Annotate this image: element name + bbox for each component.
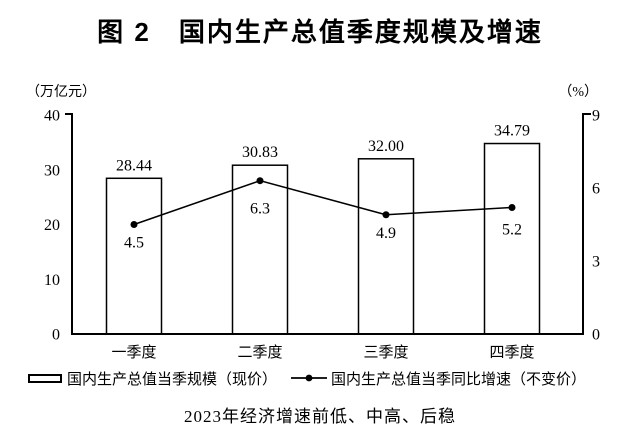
right-axis-unit-label: （%） [558,85,598,100]
left-axis-tick-label: 20 [44,217,60,234]
left-axis-tick-label: 30 [44,162,60,179]
bar-value-label: 34.79 [494,123,530,140]
x-axis-category-label: 四季度 [489,344,534,361]
line-point [382,211,390,219]
x-axis-category-label: 一季度 [111,344,156,361]
bar [357,158,415,335]
right-axis-tick-label: 0 [592,327,600,344]
line-point [130,221,138,228]
line-point [256,177,264,185]
bar [483,142,541,335]
line-point [508,203,516,211]
left-axis-unit-label: （万亿元） [26,85,96,100]
bar-value-label: 32.00 [368,138,404,155]
figure-caption: 2023年经济增速前低、中高、后稳 [184,407,456,426]
bar [231,164,289,335]
line-point-label: 5.2 [502,221,522,238]
left-axis-tick-label: 10 [44,272,60,289]
legend-bar-series-label: 国内生产总值当季规模（现价） [67,371,278,388]
left-axis-tick-label: 40 [44,108,60,125]
chart-legend: 国内生产总值当季规模（现价） 国内生产总值当季同比增速（不变价） [28,369,587,388]
bar-value-label: 28.44 [116,157,152,174]
x-axis-category-label: 二季度 [237,344,282,361]
chart-title: 图 2 国内生产总值季度规模及增速 [97,17,543,47]
left-axis-tick-label: 0 [52,327,60,344]
line-series [133,179,513,226]
right-axis-tick-label: 6 [592,181,600,198]
bar [105,177,163,335]
line-point-label: 6.3 [250,201,270,218]
x-axis-category-label: 三季度 [363,344,408,361]
right-axis-tick-label: 9 [592,108,600,125]
line-point-label: 4.9 [376,225,396,242]
bar-value-label: 30.83 [242,144,278,161]
legend-line-series-label: 国内生产总值当季同比增速（不变价） [331,371,587,388]
bar-legend-swatch-icon [28,373,62,383]
line-point-label: 4.5 [124,235,144,252]
line-legend-marker-icon [291,374,328,382]
right-axis-tick-label: 3 [592,254,600,271]
